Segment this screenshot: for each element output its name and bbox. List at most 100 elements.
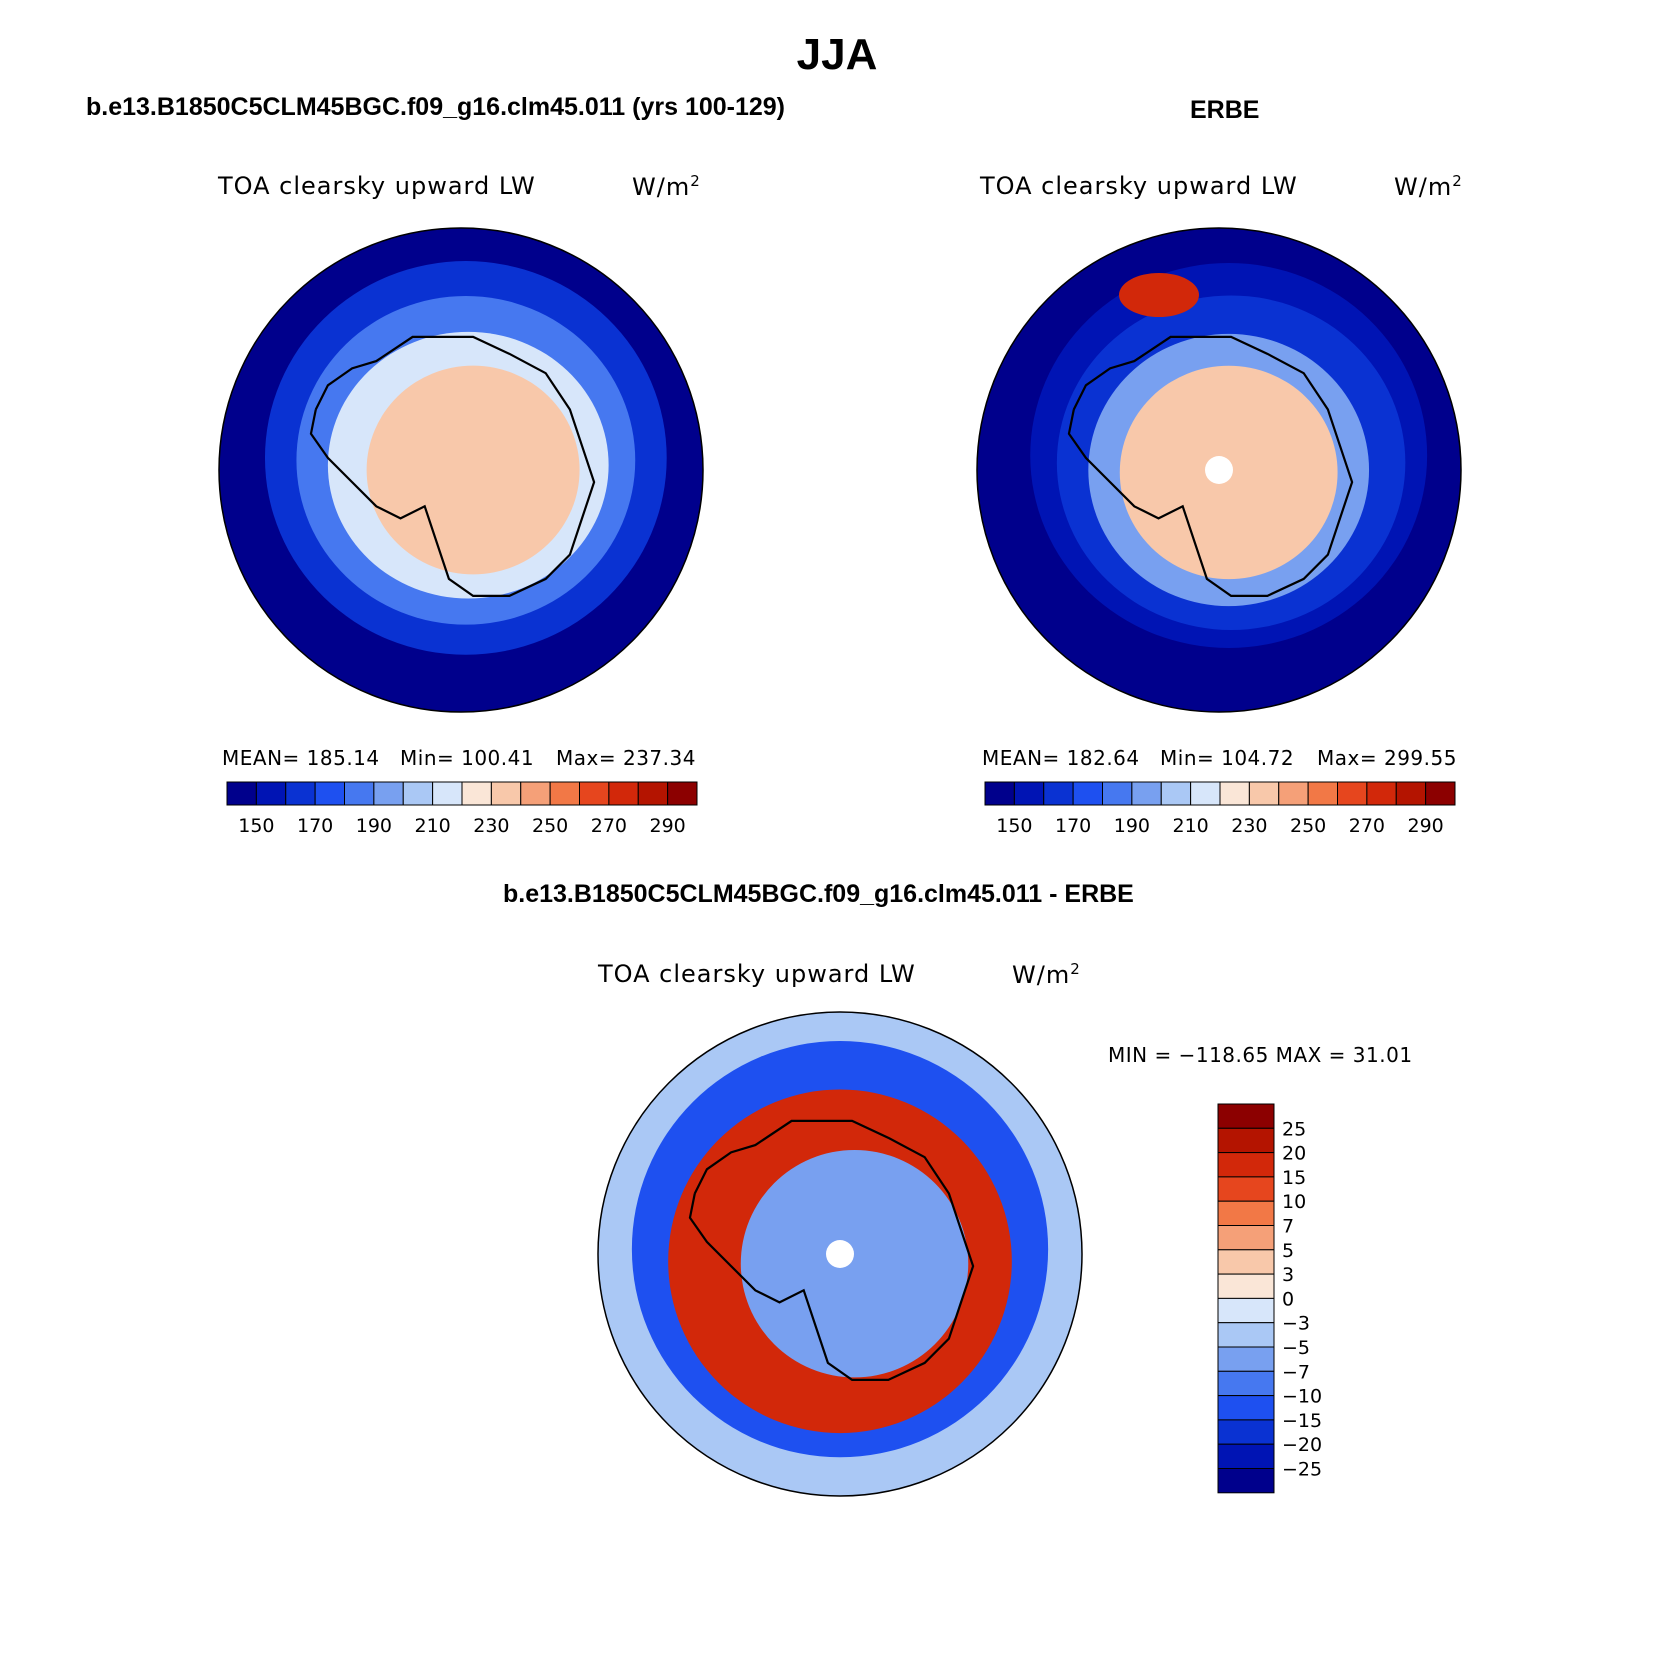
colorbar-box (1395, 781, 1427, 806)
colorbar-box (1217, 1297, 1275, 1324)
zone-interior (740, 1149, 969, 1378)
colorbar-tick-label: 230 (473, 815, 509, 837)
colorbar-box (1217, 1395, 1275, 1421)
map-border (218, 227, 704, 713)
colorbar-box (1217, 1225, 1275, 1251)
panel2-units: W/m2 (1394, 172, 1463, 201)
colorbar-box (549, 781, 580, 806)
colorbar-box (1217, 1443, 1275, 1469)
colorbar-tick-label: −7 (1282, 1361, 1310, 1383)
colorbar-tick-label: 10 (1282, 1191, 1306, 1213)
map-panel-1 (218, 227, 704, 713)
zone-interior (366, 365, 580, 575)
colorbar-tick-label: 0 (1282, 1288, 1294, 1310)
pole-hole (826, 1240, 854, 1268)
colorbar-box (1217, 1176, 1275, 1202)
colorbar-tick-label: 210 (414, 815, 450, 837)
colorbar-box (461, 781, 492, 806)
panel2-min: Min= 104.72 (1160, 746, 1295, 770)
map-panel-2 (976, 227, 1462, 713)
colorbar-box (1248, 781, 1280, 806)
colorbar-box (314, 781, 345, 806)
colorbar-tick-label: 250 (532, 815, 568, 837)
colorbar-box (1307, 781, 1338, 806)
panel2-max: Max= 299.55 (1317, 746, 1457, 770)
colorbar-box (1337, 781, 1368, 806)
colorbar-tick-label: 270 (591, 815, 627, 837)
colorbar-tick-label: −25 (1282, 1459, 1322, 1481)
colorbar-tick-label: 150 (238, 815, 274, 837)
colorbar-tick-label: 290 (1407, 815, 1443, 837)
colorbar-box (1217, 1322, 1275, 1348)
colorbar-box (285, 781, 316, 806)
coastline (1067, 335, 1354, 597)
coastline (688, 1119, 975, 1381)
colorbar-box (1043, 781, 1074, 806)
colorbar-box (1217, 1152, 1275, 1178)
colorbar-box (373, 781, 404, 806)
colorbar-box (637, 781, 669, 806)
colorbar-box (667, 781, 698, 806)
colorbar-tick-label: 290 (649, 815, 685, 837)
colorbar-tick-label: 3 (1282, 1264, 1294, 1286)
colorbar-tick-label: 250 (1290, 815, 1326, 837)
colorbar-box (432, 781, 463, 806)
colorbar-box (402, 781, 434, 806)
colorbar-box (226, 781, 257, 806)
colorbar-box (1217, 1249, 1275, 1275)
panel3-header: b.e13.B1850C5CLM45BGC.f09_g16.clm45.011 … (503, 880, 1134, 908)
colorbar-tick-label: −3 (1282, 1313, 1310, 1335)
colorbar-box (984, 781, 1015, 806)
colorbar-box (1217, 1127, 1275, 1154)
colorbar-box (1425, 781, 1456, 806)
colorbar-tick-label: 15 (1282, 1167, 1306, 1189)
panel1-mean: MEAN= 185.14 (222, 746, 380, 770)
colorbar-box (1102, 781, 1133, 806)
panel2-variable: TOA clearsky upward LW (980, 172, 1298, 200)
colorbar-tick-label: 170 (1055, 815, 1091, 837)
colorbar-box (1217, 1200, 1275, 1226)
colorbar-2: 150 170 190 210 230 250 270 290 (984, 781, 1456, 837)
colorbar-box (1217, 1419, 1275, 1445)
colorbar-tick-label: 7 (1282, 1216, 1294, 1238)
panel1-max: Max= 237.34 (556, 746, 696, 770)
panel3-variable: TOA clearsky upward LW (598, 960, 916, 988)
colorbar-tick-label: −10 (1282, 1386, 1322, 1408)
colorbar-box (1219, 781, 1250, 806)
colorbar-1: 150 170 190 210 230 250 270 290 (226, 781, 698, 837)
main-title: JJA (796, 30, 878, 79)
colorbar-box (344, 781, 375, 806)
panel1-variable: TOA clearsky upward LW (218, 172, 536, 200)
colorbar-box (255, 781, 287, 806)
colorbar-box (490, 781, 522, 806)
colorbar-box (1278, 781, 1309, 806)
colorbar-box (1013, 781, 1045, 806)
panel1-header: b.e13.B1850C5CLM45BGC.f09_g16.clm45.011 … (86, 93, 786, 121)
colorbar-box (1217, 1103, 1275, 1129)
colorbar-box (1217, 1468, 1275, 1494)
colorbar-box (1217, 1346, 1275, 1372)
panel1-min: Min= 100.41 (400, 746, 535, 770)
map-border (597, 1011, 1083, 1497)
panel2-header: ERBE (1190, 96, 1260, 124)
colorbar-box (1131, 781, 1162, 806)
colorbar-box (520, 781, 551, 806)
colorbar-tick-label: 190 (356, 815, 392, 837)
colorbar-box (1160, 781, 1192, 806)
panel1-units: W/m2 (632, 172, 701, 201)
colorbar-tick-label: −20 (1282, 1434, 1322, 1456)
colorbar-box (579, 781, 610, 806)
panel3-units: W/m2 (1012, 960, 1081, 989)
colorbar-tick-label: 230 (1231, 815, 1267, 837)
colorbar-tick-label: 170 (297, 815, 333, 837)
pole-hole (1205, 456, 1233, 484)
colorbar-tick-label: 150 (996, 815, 1032, 837)
colorbar-box (1190, 781, 1221, 806)
coastline (309, 335, 596, 597)
colorbar-tick-label: 5 (1282, 1240, 1294, 1262)
panel3-minmax: MIN = −118.65 MAX = 31.01 (1108, 1043, 1413, 1067)
colorbar-tick-label: 20 (1282, 1143, 1306, 1165)
colorbar-tick-label: −15 (1282, 1410, 1322, 1432)
zone-weddell-anomaly (1119, 273, 1199, 317)
